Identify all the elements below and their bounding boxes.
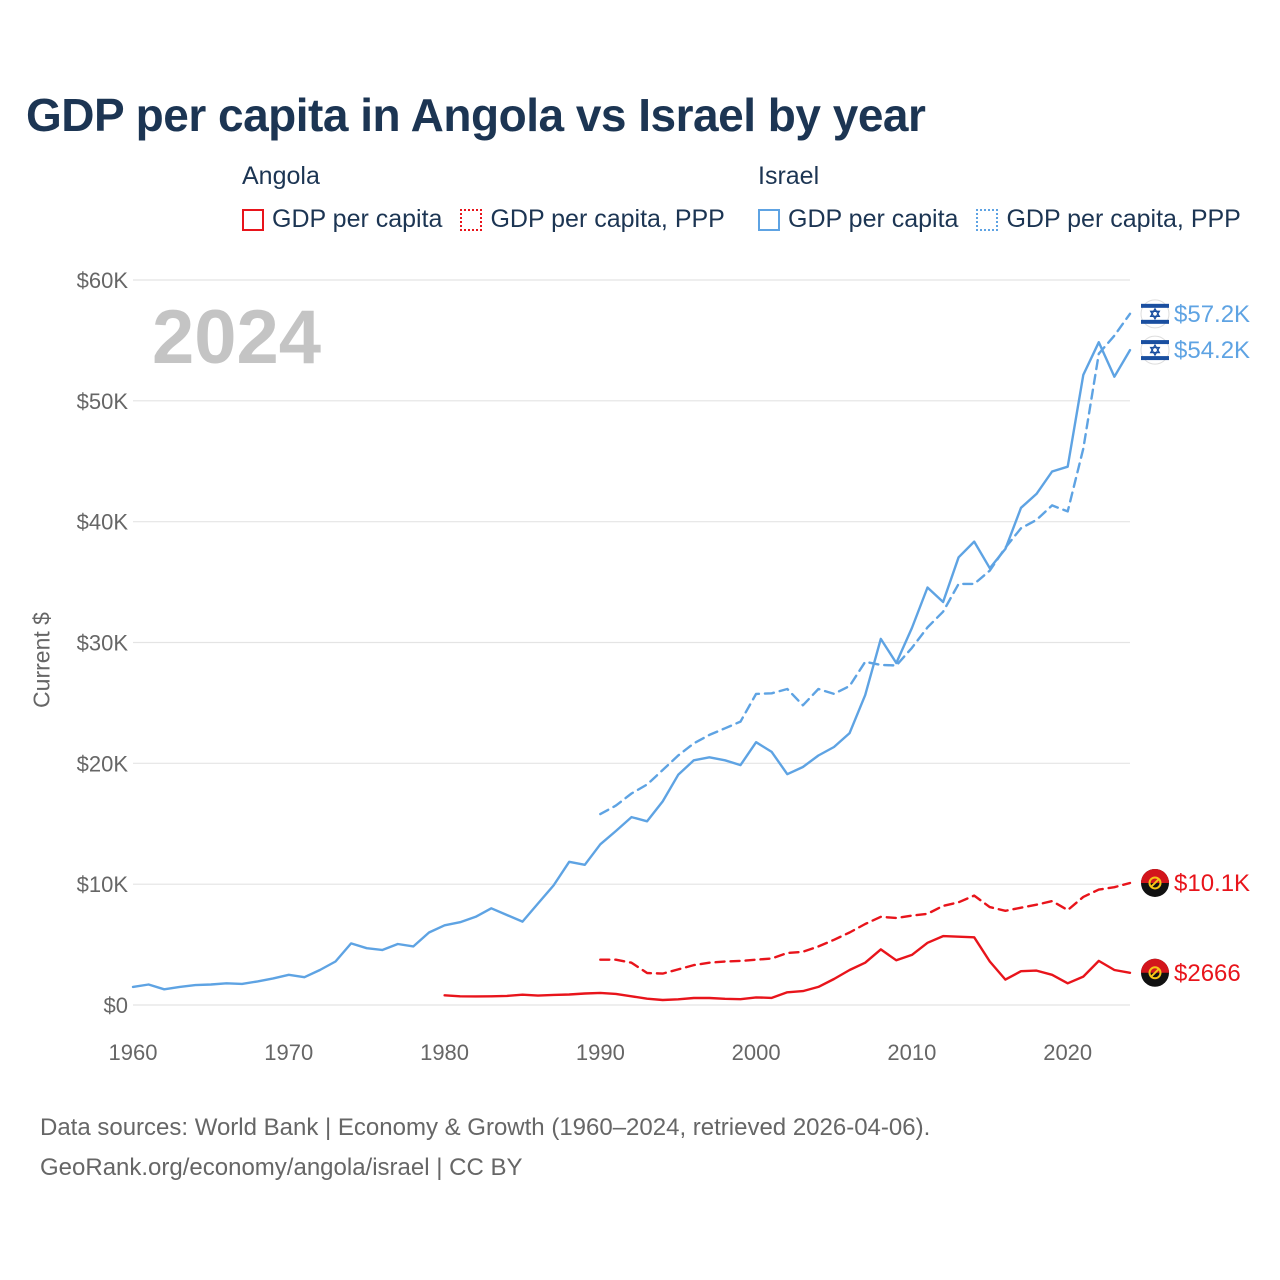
chart-title: GDP per capita in Angola vs Israel by ye… bbox=[26, 89, 926, 141]
legend-swatch-dotted bbox=[460, 208, 483, 231]
series-lines bbox=[131, 312, 1132, 1002]
legend-swatch-solid bbox=[758, 208, 780, 231]
axis-ticks: $0 $10K $20K $30K $40K $50K $60K 1960 1970 1980 19… bbox=[77, 268, 1093, 1065]
angola-flag-icon bbox=[1141, 868, 1169, 897]
gridlines bbox=[133, 279, 1130, 1006]
end-labels: $57.2K $54.2K $10.1K $2666 bbox=[1140, 299, 1250, 987]
x-tick-label: 1990 bbox=[576, 1040, 625, 1065]
y-tick-label: $10K bbox=[77, 872, 129, 897]
legend-item-angola-ppp[interactable]: GDP per capita, PPP bbox=[460, 205, 725, 234]
legend-israel: Israel GDP per capita GDP per capita, PP… bbox=[758, 162, 1259, 234]
end-value-label: $57.2K bbox=[1174, 301, 1250, 328]
legend-label: GDP per capita, PPP bbox=[490, 205, 725, 233]
x-tick-label: 1970 bbox=[264, 1040, 313, 1065]
series-line-angola-gdp[interactable] bbox=[443, 934, 1132, 1002]
legend-label: GDP per capita bbox=[788, 205, 959, 233]
legend-label: GDP per capita bbox=[272, 205, 443, 233]
legend-swatch-dotted bbox=[976, 208, 999, 231]
legend-swatch-solid bbox=[242, 208, 264, 231]
y-tick-label: $0 bbox=[104, 993, 128, 1018]
legend-item-israel-gdp[interactable]: GDP per capita bbox=[758, 205, 958, 234]
israel-flag-icon bbox=[1140, 299, 1170, 329]
end-value-label: $54.2K bbox=[1174, 337, 1250, 364]
x-tick-label: 2020 bbox=[1043, 1040, 1092, 1065]
israel-flag-icon bbox=[1140, 335, 1170, 365]
end-value-label: $2666 bbox=[1174, 960, 1241, 987]
series-line-israel-ppp[interactable] bbox=[599, 312, 1132, 816]
x-tick-label: 1960 bbox=[109, 1040, 158, 1065]
source-line-1: Data sources: World Bank | Economy & Gro… bbox=[40, 1114, 931, 1141]
year-watermark: 2024 bbox=[152, 295, 322, 380]
legend-item-israel-ppp[interactable]: GDP per capita, PPP bbox=[976, 205, 1241, 234]
x-tick-label: 2000 bbox=[732, 1040, 781, 1065]
legend-item-angola-gdp[interactable]: GDP per capita bbox=[242, 205, 442, 234]
legend-heading-israel: Israel bbox=[758, 162, 820, 190]
legend-heading-angola: Angola bbox=[242, 162, 320, 190]
y-tick-label: $40K bbox=[77, 510, 129, 535]
x-tick-label: 2010 bbox=[887, 1040, 936, 1065]
angola-flag-icon bbox=[1141, 958, 1169, 987]
source-note: Data sources: World Bank | Economy & Gro… bbox=[40, 1108, 930, 1188]
y-tick-label: $50K bbox=[77, 389, 129, 414]
source-line-2[interactable]: GeoRank.org/economy/angola/israel | CC B… bbox=[40, 1154, 523, 1181]
series-line-angola-ppp[interactable] bbox=[599, 881, 1132, 975]
y-tick-label: $30K bbox=[77, 631, 129, 656]
legend-angola: Angola GDP per capita GDP per capita, PP… bbox=[242, 162, 743, 234]
legend-label: GDP per capita, PPP bbox=[1006, 205, 1241, 233]
end-value-label: $10.1K bbox=[1174, 870, 1250, 897]
y-tick-label: $60K bbox=[77, 268, 129, 293]
y-tick-label: $20K bbox=[77, 751, 129, 776]
series-line-israel-gdp[interactable] bbox=[131, 341, 1132, 991]
x-tick-label: 1980 bbox=[420, 1040, 469, 1065]
